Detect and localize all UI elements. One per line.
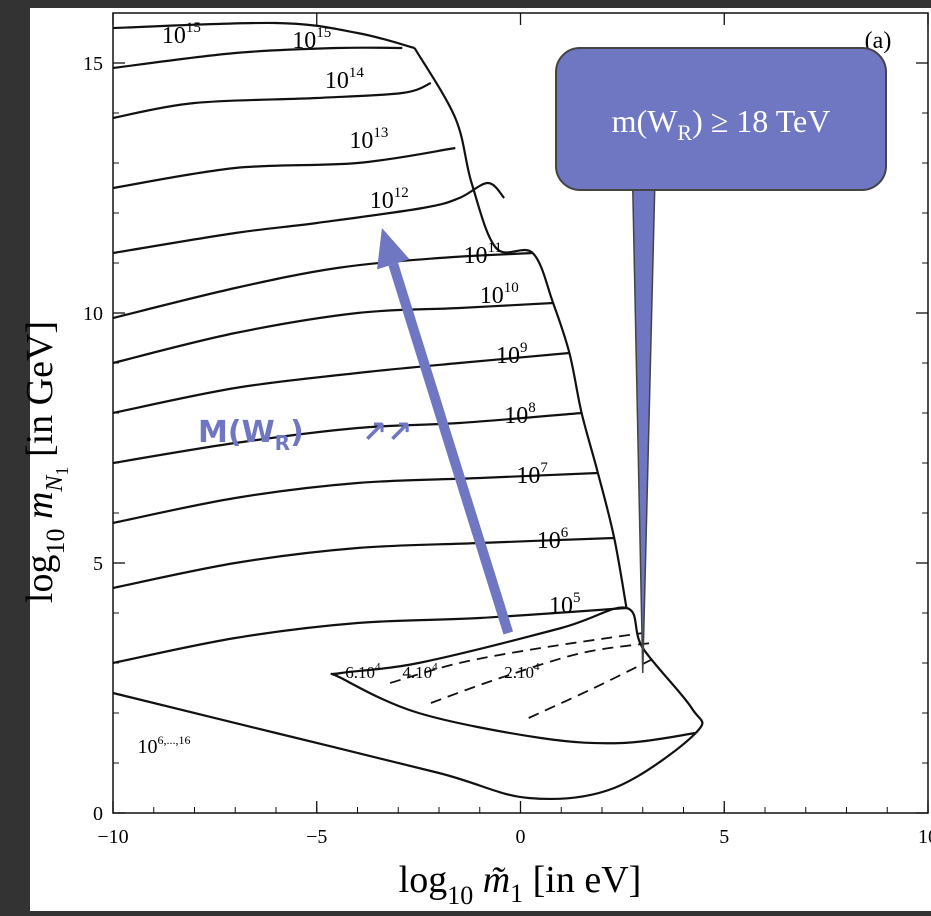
closed-region-label: 106,...,16 (137, 733, 190, 758)
contour-line (112, 146, 456, 190)
arrow-head (377, 228, 410, 270)
x-tick-label: 0 (516, 826, 526, 848)
contour-label: 107 (516, 460, 548, 489)
contour-line (112, 21, 415, 50)
contour-line (112, 251, 533, 320)
contour-labels: 1015 1015 1014 1013 1012 1011 1010 109 108 107 106… (137, 20, 580, 758)
wr-mass-arrow (377, 228, 514, 635)
arrow-glyphs: ↗↗ (362, 415, 412, 450)
callout-box (555, 47, 887, 191)
contour-label: 1014 (325, 65, 365, 94)
contour-label: 1010 (480, 280, 519, 309)
y-tick-label: 0 (93, 803, 103, 825)
contour-label: 1012 (370, 185, 409, 214)
x-tick-label: −5 (306, 826, 327, 848)
contour-label: 1011 (463, 240, 501, 269)
closed-region-line (112, 606, 704, 801)
dashed-contour-label: 2.104 (504, 661, 540, 682)
x-tick-label: 10 (918, 826, 931, 848)
contour-label: 109 (496, 340, 528, 369)
axis-ticks: −10−50510051015 (83, 12, 931, 848)
contour-line (112, 471, 598, 525)
contour-line (112, 351, 570, 415)
contour-line (112, 46, 403, 70)
y-tick-label: 15 (83, 53, 103, 75)
x-axis-label: log10 m̃1 [in eV] (399, 859, 642, 910)
contour-label: 106 (537, 525, 569, 554)
contour-lines (112, 21, 704, 801)
arrow-label: M(WR) (198, 415, 304, 455)
contour-line (112, 606, 627, 665)
dashed-contour-label: 6.104 (345, 661, 381, 682)
x-tick-label: −10 (97, 826, 128, 848)
dashed-contour-label: 4.104 (402, 661, 438, 682)
y-axis-label: log10 mN1 [in GeV] (19, 321, 72, 603)
x-tick-label: 5 (719, 826, 729, 848)
contour-envelope (413, 47, 628, 609)
y-tick-label: 5 (93, 553, 103, 575)
arrow-shaft (388, 262, 514, 635)
dashed-contour-line (389, 632, 643, 684)
contour-label: 1015 (292, 25, 331, 54)
contour-line (112, 301, 554, 365)
contour-line (112, 536, 615, 590)
contour-line (112, 181, 506, 255)
dashed-contour-line (430, 642, 652, 704)
contour-label: 108 (504, 400, 536, 429)
contour-line (112, 81, 432, 120)
y-tick-label: 10 (83, 303, 103, 325)
contour-label: 1015 (162, 20, 201, 49)
contour-label: 105 (549, 590, 581, 619)
callout-text: m(WR) ≥ 18 TeV (612, 103, 831, 145)
contour-label: 1013 (349, 125, 388, 154)
contour-line (112, 411, 582, 465)
